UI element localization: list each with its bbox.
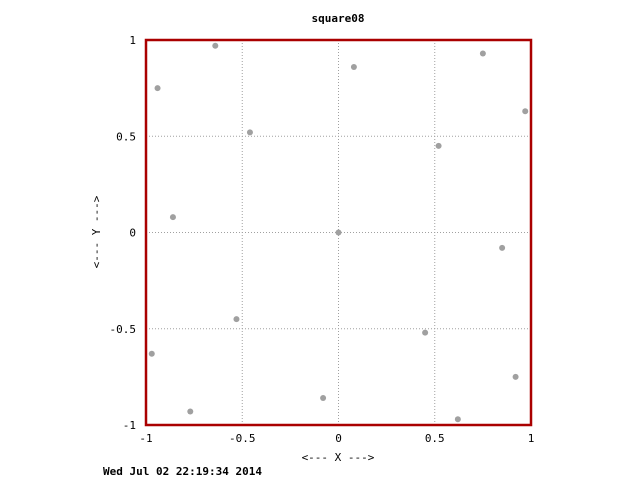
- plot-frame: [144, 38, 533, 427]
- data-point: [246, 129, 253, 136]
- y-tick-label: -0.5: [110, 323, 137, 336]
- y-tick-labels: -1 -0.5 0 0.5 1: [110, 34, 137, 432]
- data-point: [320, 395, 327, 402]
- data-points: [148, 42, 529, 423]
- x-axis-label: <--- X --->: [302, 451, 375, 464]
- x-tick-label: 0.5: [425, 432, 445, 445]
- data-point: [335, 229, 342, 236]
- chart-title: square08: [312, 12, 365, 25]
- y-axis-label: <--- Y --->: [90, 195, 103, 268]
- y-tick-label: 0: [129, 227, 136, 240]
- timestamp: Wed Jul 02 22:19:34 2014: [103, 465, 262, 478]
- data-point: [422, 329, 429, 336]
- data-point: [169, 214, 176, 221]
- x-tick-label: 1: [528, 432, 535, 445]
- y-tick-label: 0.5: [116, 130, 136, 143]
- data-point: [512, 373, 519, 380]
- y-tick-label: 1: [129, 34, 136, 47]
- data-point: [435, 142, 442, 149]
- data-point: [154, 85, 161, 92]
- data-point: [350, 63, 357, 70]
- y-tick-label: -1: [123, 419, 136, 432]
- x-tick-label: -0.5: [229, 432, 256, 445]
- data-point: [187, 408, 194, 415]
- data-point: [522, 108, 529, 115]
- data-point: [233, 316, 240, 323]
- data-point: [479, 50, 486, 57]
- x-tick-label: 0: [335, 432, 342, 445]
- data-point: [499, 244, 506, 251]
- x-tick-labels: -1 -0.5 0 0.5 1: [139, 432, 534, 445]
- data-point: [454, 416, 461, 423]
- data-point: [148, 350, 155, 357]
- x-tick-label: -1: [139, 432, 152, 445]
- data-point: [212, 42, 219, 49]
